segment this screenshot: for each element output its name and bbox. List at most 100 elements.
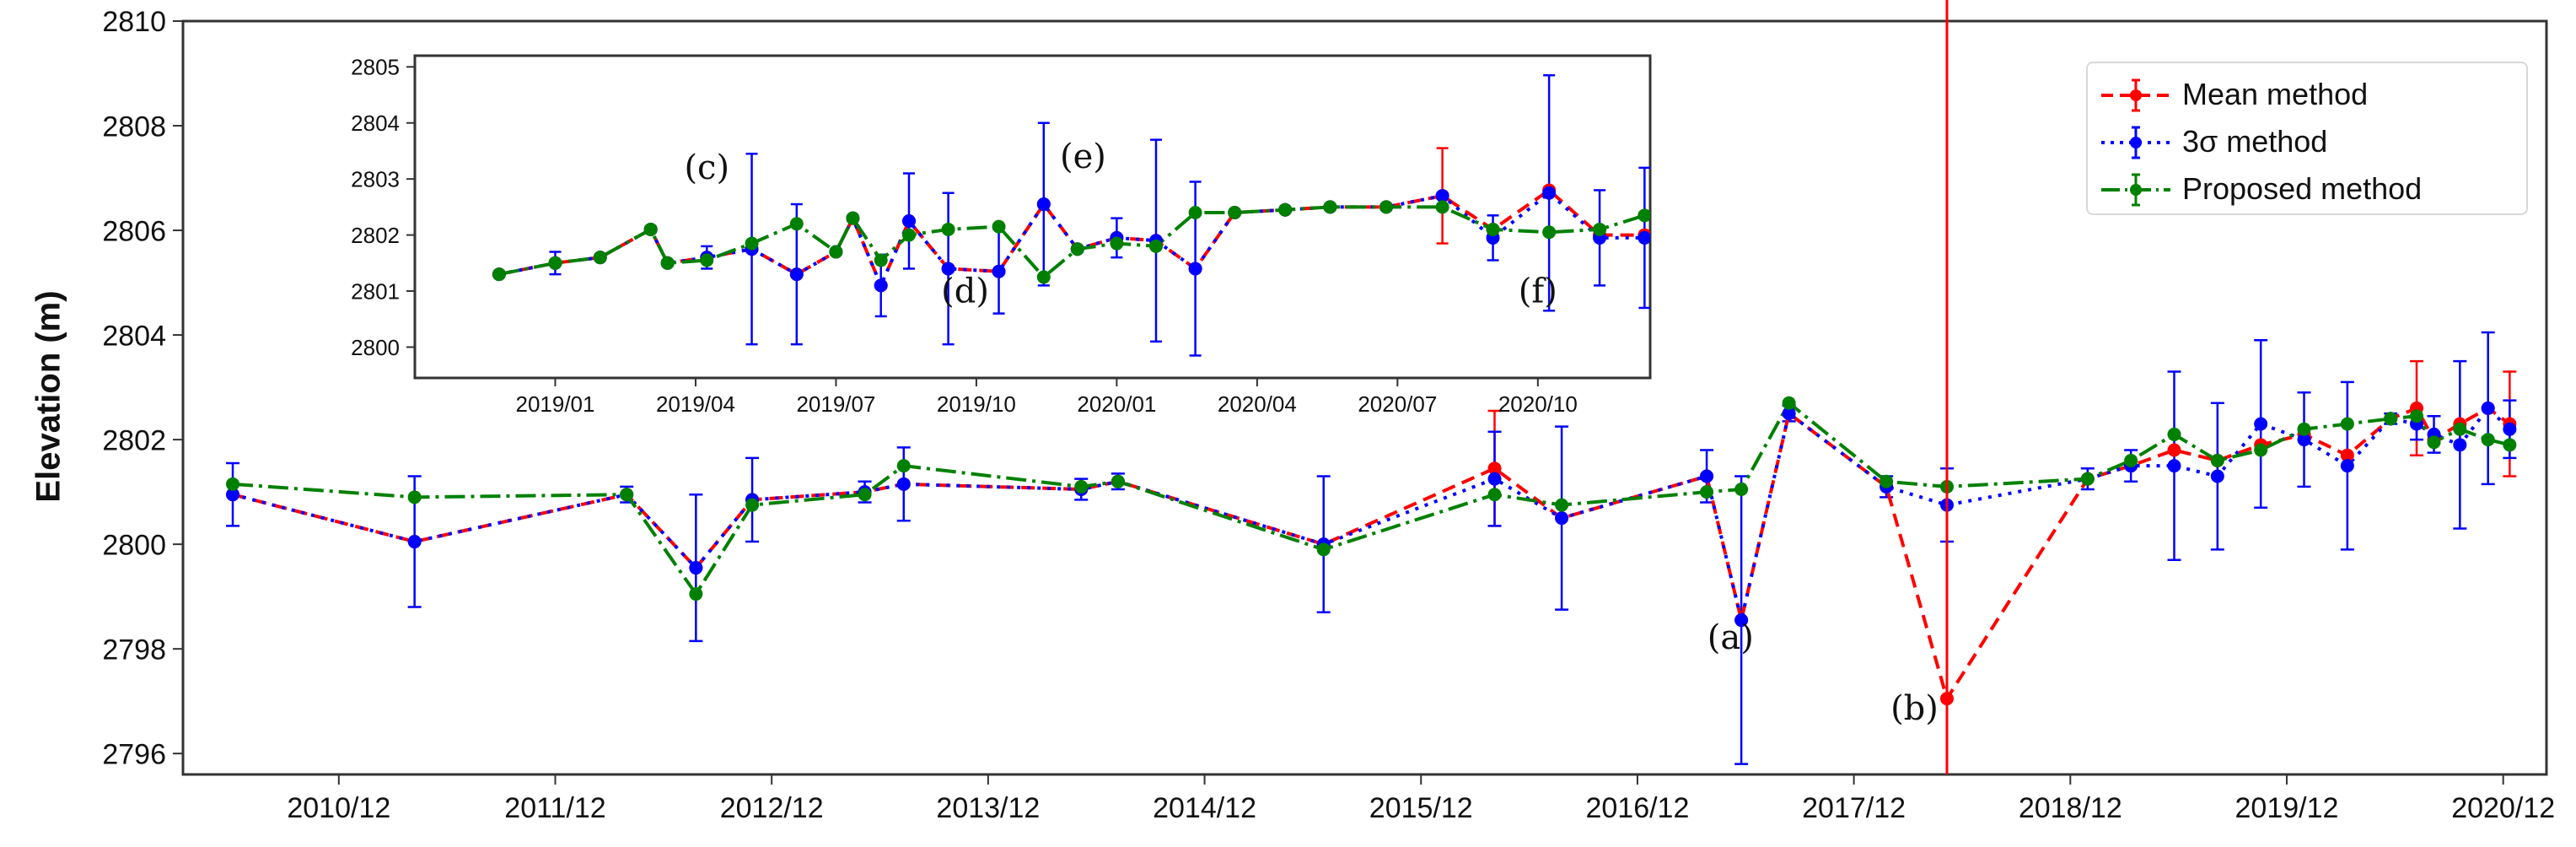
data-point-sigma [2167, 459, 2181, 473]
data-point-proposed [789, 217, 804, 231]
y-tick-label: 2802 [351, 223, 400, 248]
data-point-proposed [1228, 206, 1242, 220]
data-point-proposed [992, 219, 1006, 234]
data-point-proposed [1880, 474, 1894, 488]
annotation-label: (d) [941, 272, 989, 310]
data-point-proposed [1487, 488, 1502, 502]
data-point-proposed [1486, 222, 1500, 236]
data-point-proposed [858, 488, 872, 502]
data-point-sigma [1036, 197, 1051, 212]
y-tick-label: 2796 [102, 738, 166, 770]
data-point-sigma [1435, 189, 1449, 203]
x-tick-label: 2019/07 [796, 391, 875, 417]
annotation-label: (b) [1890, 689, 1939, 728]
data-point-proposed [2481, 433, 2495, 447]
legend-swatch-dashed-red-icon [2101, 78, 2170, 112]
data-point-sigma [1638, 230, 1650, 245]
data-point-proposed [1379, 200, 1394, 214]
data-point-proposed [1593, 222, 1607, 236]
data-point-proposed [1188, 206, 1202, 220]
data-point-proposed [1111, 474, 1125, 488]
data-point-proposed [2210, 453, 2224, 467]
inset-plot-plot [492, 74, 1650, 357]
legend-label: 3σ method [2182, 124, 2328, 159]
data-point-sigma [2297, 433, 2311, 447]
data-point-proposed [1110, 236, 1124, 251]
annotation-label: (e) [1060, 138, 1106, 176]
x-tick-label: 2020/12 [2451, 792, 2555, 824]
data-point-mean [1487, 461, 1502, 476]
data-point-sigma [1555, 511, 1569, 526]
data-point-proposed [1316, 542, 1331, 557]
data-point-proposed [1734, 483, 1749, 497]
x-tick-label: 2019/12 [2235, 792, 2339, 824]
legend-swatch-dashdot-green-icon [2101, 173, 2170, 207]
x-tick-label: 2013/12 [936, 792, 1040, 824]
data-point-proposed [1070, 242, 1084, 256]
data-point-sigma [689, 561, 703, 575]
x-tick-label: 2010/12 [287, 792, 390, 824]
x-tick-label: 2019/04 [656, 391, 735, 417]
legend-item-3sigma: 3σ method [2088, 119, 2526, 166]
data-point-proposed [2453, 422, 2467, 436]
data-point-proposed [745, 236, 759, 251]
data-point-proposed [660, 256, 675, 270]
data-point-sigma [1188, 262, 1202, 276]
x-tick-label: 2017/12 [1802, 792, 1906, 824]
data-point-sigma [789, 267, 804, 282]
data-point-proposed [829, 245, 843, 259]
x-tick-label: 2016/12 [1585, 792, 1689, 824]
data-point-proposed [846, 211, 860, 225]
legend-item-proposed: Proposed method [2088, 166, 2526, 213]
data-point-proposed [1278, 202, 1293, 217]
data-point-proposed [1149, 239, 1163, 253]
data-point-proposed [620, 488, 634, 502]
y-tick-label: 2805 [351, 55, 400, 80]
data-point-sigma [407, 535, 422, 549]
annotation-label: (a) [1707, 618, 1754, 657]
data-point-sigma [941, 262, 955, 276]
data-point-sigma [2254, 417, 2268, 431]
data-point-proposed [643, 222, 658, 236]
data-point-proposed [1700, 485, 1714, 499]
annotation-label: (f) [1519, 272, 1557, 310]
data-point-proposed [745, 498, 760, 512]
data-point-proposed [1542, 225, 1557, 240]
data-point-proposed [896, 459, 911, 473]
y-tick-label: 2798 [102, 634, 166, 666]
y-tick-label: 2803 [351, 167, 400, 192]
data-point-proposed [1323, 200, 1337, 214]
annotation-label: (c) [684, 148, 729, 187]
x-tick-label: 2018/12 [2019, 792, 2122, 824]
data-point-proposed [2409, 409, 2423, 424]
data-point-proposed [492, 267, 506, 282]
data-point-sigma [1734, 613, 1749, 628]
y-tick-label: 2808 [102, 111, 166, 143]
data-point-proposed [2297, 422, 2311, 436]
x-tick-label: 2015/12 [1369, 792, 1473, 824]
y-tick-label: 2804 [102, 320, 166, 352]
inset-plot: 2800 2801 2802 2803 2804 2805 2019/01 2019/04 20… [351, 54, 1652, 417]
x-tick-label: 2020/01 [1077, 391, 1156, 417]
y-tick-label: 2800 [351, 335, 400, 360]
y-axis-label: Elevation (m) [30, 290, 67, 503]
data-point-sigma [226, 488, 240, 502]
data-point-mean [2167, 443, 2181, 457]
y-tick-label: 2800 [102, 529, 166, 561]
data-point-sigma [1782, 407, 1796, 421]
data-point-proposed [2427, 435, 2441, 450]
data-point-proposed [2340, 417, 2354, 431]
data-point-sigma [2503, 422, 2517, 436]
y-tick-label: 2804 [351, 111, 400, 136]
data-point-proposed [1435, 200, 1449, 214]
legend-label: Proposed method [2182, 171, 2423, 206]
data-point-proposed [700, 253, 714, 267]
legend-item-mean: Mean method [2088, 72, 2526, 119]
data-point-sigma [2481, 401, 2495, 415]
y-tick-label: 2801 [351, 278, 400, 304]
data-point-proposed [2254, 443, 2268, 457]
data-point-sigma [2210, 469, 2224, 483]
legend-label: Mean method [2182, 77, 2369, 111]
data-point-proposed [1782, 396, 1796, 410]
